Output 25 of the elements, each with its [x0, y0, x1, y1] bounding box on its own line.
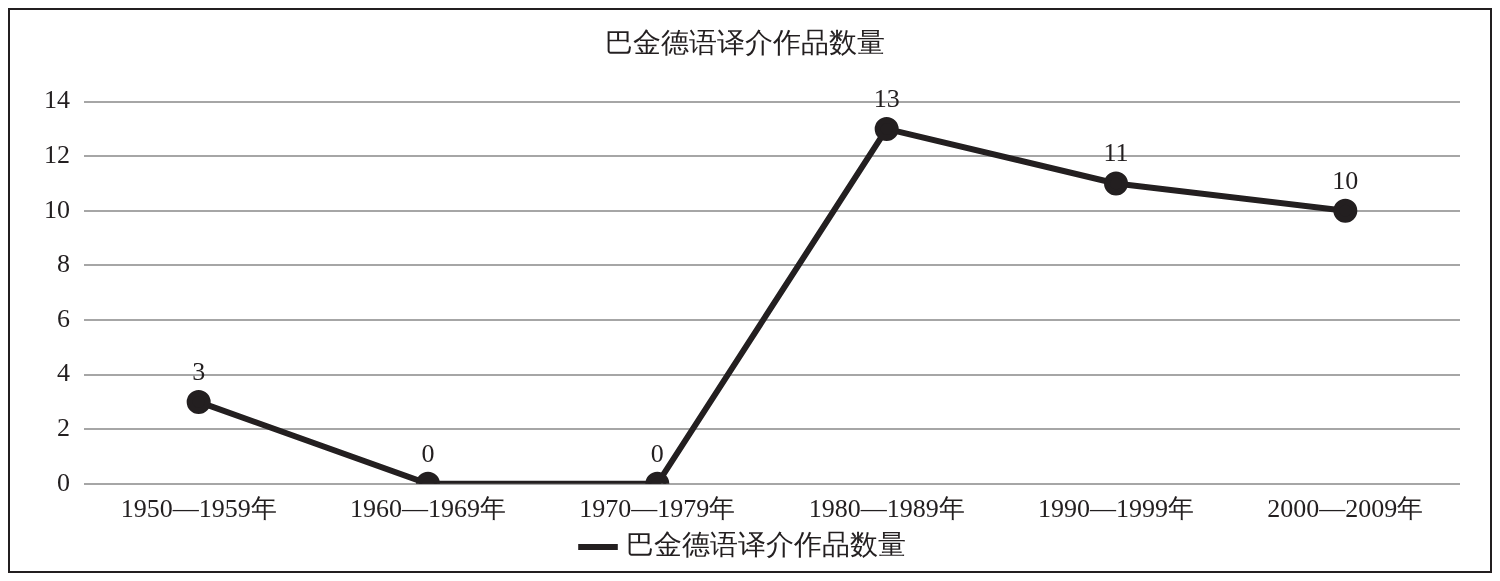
y-tick-label: 12 — [44, 140, 70, 170]
data-label: 10 — [1332, 165, 1359, 195]
data-label: 13 — [873, 83, 900, 113]
x-tick-label: 1970—1979年 — [579, 494, 736, 524]
x-tick-label: 1990—1999年 — [1038, 494, 1194, 524]
legend-label: 巴金德语译介作品数量 — [626, 529, 906, 561]
data-label: 0 — [650, 438, 664, 468]
data-label: 11 — [1103, 138, 1129, 168]
y-tick-label: 4 — [57, 358, 70, 388]
chart-title: 巴金德语译介作品数量 — [605, 27, 885, 59]
y-tick-label: 14 — [44, 85, 70, 115]
x-tick-label: 2000—2009年 — [1267, 494, 1424, 524]
y-tick-label: 10 — [44, 194, 70, 224]
point — [1104, 171, 1128, 196]
y-tick-label: 8 — [57, 249, 70, 279]
x-tick-label: 1950—1959年 — [120, 494, 277, 524]
y-tick-label: 2 — [57, 413, 70, 443]
y-tick-label: 0 — [57, 467, 70, 497]
x-tick-label: 1960—1969年 — [350, 494, 506, 524]
data-label: 3 — [192, 356, 206, 386]
y-tick-label: 6 — [57, 303, 70, 333]
data-label: 0 — [421, 438, 435, 468]
point — [1333, 198, 1358, 223]
point — [874, 116, 899, 141]
x-tick-label: 1980—1989年 — [808, 494, 965, 524]
